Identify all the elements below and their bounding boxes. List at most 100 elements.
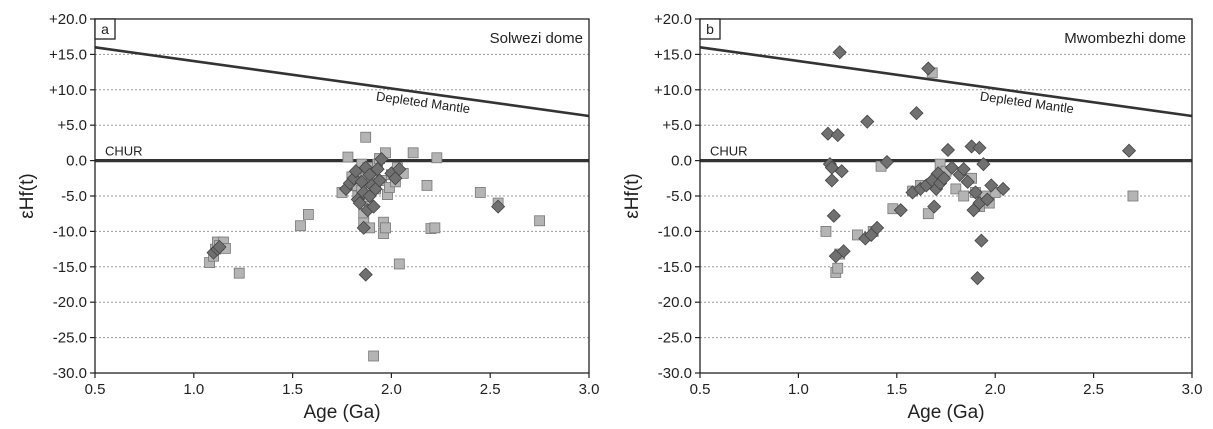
- data-point-diamond: [392, 162, 407, 177]
- data-point-diamond: [374, 152, 389, 167]
- x-axis-ticks: 0.5 1.0 1.5 2.0 2.5 3.0: [690, 373, 1202, 398]
- y-tick-label: -30.0: [658, 365, 692, 382]
- y-axis-label: εHf(t): [622, 173, 643, 218]
- data-point-square: [950, 183, 962, 195]
- data-point-square: [380, 222, 391, 234]
- y-tick-label: 0.0: [66, 153, 87, 170]
- data-point-diamond: [879, 154, 895, 170]
- data-point-square: [1127, 190, 1139, 202]
- y-tick-label: -15.0: [658, 259, 692, 276]
- x-tick-label: 2.5: [1083, 381, 1104, 398]
- y-tick-label: -25.0: [658, 330, 692, 347]
- y-tick-label: -30.0: [53, 365, 87, 382]
- data-point-diamond: [944, 160, 959, 175]
- data-point-square: [820, 225, 832, 237]
- x-tick-label: 3.0: [579, 381, 600, 398]
- data-point-diamond: [836, 244, 851, 259]
- y-tick-label: -5.0: [666, 188, 692, 205]
- data-point-square: [360, 131, 372, 143]
- data-point-diamond: [826, 208, 841, 223]
- data-point-square: [407, 147, 419, 159]
- data-point-square: [474, 187, 486, 198]
- data-point-square: [368, 350, 380, 362]
- plot-title: Solwezi dome: [490, 30, 583, 47]
- y-axis-label: εHf(t): [17, 173, 38, 218]
- data-point-diamond: [909, 106, 924, 121]
- data-point-square: [384, 182, 395, 193]
- data-point-diamond: [366, 199, 381, 214]
- depleted-mantle-line: [699, 46, 1193, 118]
- x-axis-label: Age (Ga): [907, 402, 984, 423]
- data-point-diamond: [830, 128, 845, 143]
- chur-label: CHUR: [710, 144, 748, 159]
- x-tick-label: 2.0: [381, 381, 402, 398]
- y-tick-label: +15.0: [654, 46, 692, 63]
- panel-letter: a: [101, 21, 109, 37]
- y-tick-label: +10.0: [654, 82, 692, 99]
- data-point-diamond: [984, 178, 999, 193]
- data-point-diamond: [352, 196, 367, 211]
- y-tick-label: -10.0: [53, 223, 87, 240]
- data-point-diamond: [996, 181, 1011, 196]
- panel-a: +20.0 +15.0 +10.0 +5.0 0.0 -5.0 -10.0 -15.0 -20.…: [17, 11, 599, 423]
- x-tick-label: 0.5: [85, 381, 106, 398]
- y-tick-label: -20.0: [53, 294, 87, 311]
- diamond-series: [206, 152, 506, 282]
- data-point-diamond: [834, 164, 849, 179]
- data-point-diamond: [972, 140, 987, 155]
- x-tick-label: 1.0: [183, 381, 204, 398]
- data-point-square: [958, 190, 970, 202]
- y-tick-label: +20.0: [654, 11, 692, 28]
- data-point-square: [431, 152, 443, 164]
- data-point-square: [922, 208, 934, 220]
- y-tick-label: +10.0: [49, 82, 87, 99]
- chur-label: CHUR: [105, 144, 143, 159]
- panel-b: +20.0 +15.0 +10.0 +5.0 0.0 -5.0 -10.0 -15.0 -20.…: [622, 11, 1202, 423]
- y-tick-label: -10.0: [658, 223, 692, 240]
- data-point-square: [295, 220, 306, 232]
- data-point-diamond: [860, 114, 875, 129]
- y-tick-label: -15.0: [53, 259, 87, 276]
- data-point-square: [832, 262, 844, 274]
- data-point-diamond: [358, 267, 373, 282]
- y-tick-label: 0.0: [671, 153, 692, 170]
- x-tick-label: 1.5: [886, 381, 907, 398]
- panel-letter-box: [94, 18, 116, 40]
- data-point-square: [303, 209, 314, 220]
- x-tick-label: 1.0: [788, 381, 809, 398]
- y-tick-label: +20.0: [49, 11, 87, 28]
- data-point-square: [342, 151, 354, 163]
- depleted-mantle-line: [94, 46, 590, 118]
- data-point-diamond: [980, 192, 995, 207]
- x-tick-label: 1.5: [282, 381, 303, 398]
- plot-title: Mwombezhi dome: [1064, 30, 1186, 47]
- data-point-diamond: [968, 185, 983, 200]
- x-tick-label: 2.5: [480, 381, 501, 398]
- data-point-diamond: [960, 174, 975, 189]
- data-point-square: [233, 267, 245, 279]
- data-point-diamond: [974, 233, 989, 248]
- data-point-diamond: [970, 271, 985, 286]
- data-point-diamond: [893, 203, 908, 218]
- y-tick-label: -5.0: [61, 188, 87, 205]
- data-point-square: [393, 258, 405, 270]
- data-point-diamond: [372, 173, 387, 188]
- x-tick-label: 0.5: [690, 381, 711, 398]
- data-point-diamond: [927, 199, 942, 214]
- panel-letter-box: [699, 18, 721, 40]
- gridlines: [700, 53, 1192, 339]
- y-tick-label: -25.0: [53, 330, 87, 347]
- diamond-series: [820, 45, 1137, 286]
- x-axis-ticks: 0.5 1.0 1.5 2.0 2.5 3.0: [85, 373, 600, 398]
- data-point-diamond: [832, 45, 847, 60]
- data-point-diamond: [921, 61, 936, 76]
- data-point-square: [421, 179, 433, 191]
- y-axis-ticks: +20.0 +15.0 +10.0 +5.0 0.0 -5.0 -10.0 -15.0 -20.…: [49, 11, 95, 382]
- y-tick-label: +5.0: [57, 117, 87, 134]
- y-tick-label: +5.0: [662, 117, 692, 134]
- data-point-diamond: [820, 126, 835, 141]
- y-tick-label: +15.0: [49, 46, 87, 63]
- data-point-diamond: [491, 199, 506, 214]
- data-point-diamond: [870, 220, 885, 235]
